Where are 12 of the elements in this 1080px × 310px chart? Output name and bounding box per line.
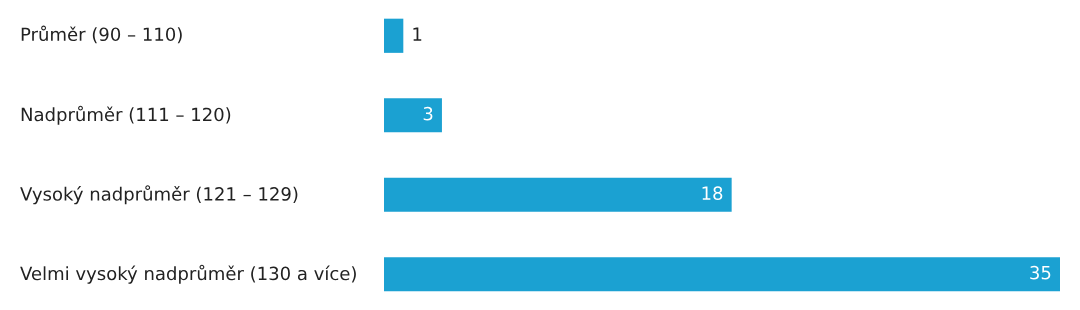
y-tick-label: Velmi vysoký nadprůměr (130 a více) bbox=[20, 264, 356, 284]
y-tick-label: Nadprůměr (111 – 120) bbox=[21, 105, 231, 125]
data-label: 1 bbox=[413, 27, 422, 41]
data-label: 3 bbox=[423, 106, 433, 121]
bar bbox=[384, 177, 732, 212]
bar bbox=[384, 257, 1060, 292]
bar bbox=[384, 18, 404, 53]
y-tick-label: Vysoký nadprůměr (121 – 129) bbox=[20, 185, 298, 205]
data-label: 35 bbox=[1030, 265, 1051, 280]
data-label: 18 bbox=[702, 186, 723, 200]
y-tick-label: Průměr (90 – 110) bbox=[21, 25, 182, 44]
bar bbox=[384, 98, 442, 133]
